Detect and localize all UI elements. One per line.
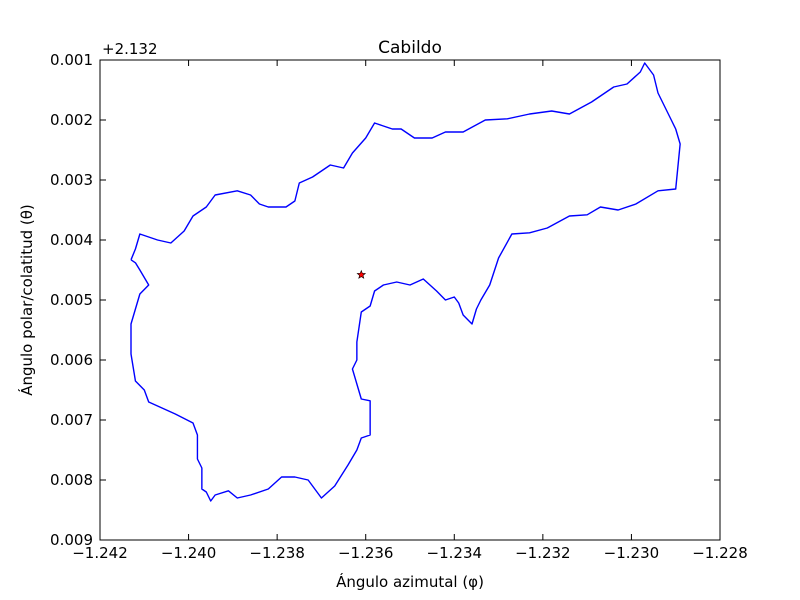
x-tick-label: −1.234 — [427, 544, 483, 562]
y-tick-label: 0.001 — [50, 51, 93, 69]
y-tick-label: 0.007 — [50, 411, 93, 429]
chart-title: Cabildo — [378, 38, 442, 58]
x-tick-label: −1.228 — [692, 544, 748, 562]
y-tick-label: 0.005 — [50, 291, 93, 309]
boundary-line — [130, 62, 681, 502]
x-tick-label: −1.242 — [72, 544, 128, 562]
centroid-star-marker — [356, 269, 367, 279]
x-tick-label: −1.236 — [338, 544, 394, 562]
x-axis-label: Ángulo azimutal (φ) — [336, 572, 484, 591]
y-tick-label: 0.008 — [50, 471, 93, 489]
y-tick-label: 0.002 — [50, 111, 93, 129]
x-tick-label: −1.238 — [249, 544, 305, 562]
y-tick-label: 0.006 — [50, 351, 93, 369]
y-axis: 0.001 0.002 0.003 0.004 0.005 0.006 0.007 0.008… — [50, 51, 720, 549]
x-tick-label: −1.230 — [604, 544, 660, 562]
x-tick-label: −1.232 — [515, 544, 571, 562]
x-axis: −1.242 −1.240 −1.238 −1.236 −1.234 −1.232 −1.2… — [72, 60, 748, 562]
y-tick-label: 0.003 — [50, 171, 93, 189]
y-axis-label: Ángulo polar/colatitud (θ) — [17, 204, 36, 396]
y-offset-label: +2.132 — [102, 40, 158, 58]
y-tick-label: 0.004 — [50, 231, 93, 249]
y-tick-label: 0.009 — [50, 531, 93, 549]
x-tick-label: −1.240 — [161, 544, 217, 562]
plot-area-frame — [99, 59, 721, 541]
series-layer — [130, 62, 681, 502]
